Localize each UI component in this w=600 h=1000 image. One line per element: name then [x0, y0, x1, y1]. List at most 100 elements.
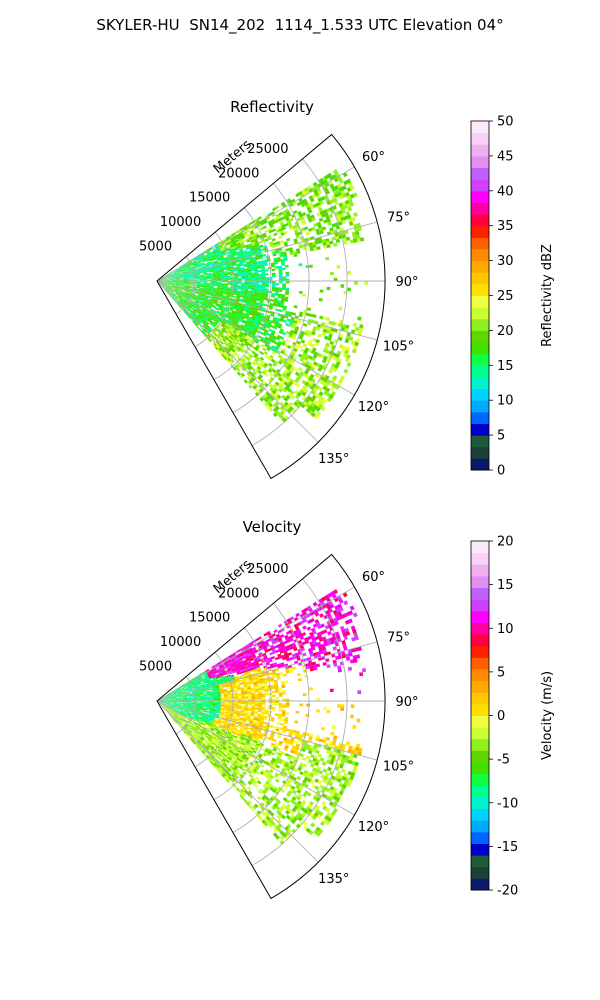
reflectivity-range-ring — [213, 207, 272, 381]
velocity-azimuth-gridline — [156, 700, 355, 816]
velocity-colorbar-tick-label: 0 — [497, 709, 505, 724]
reflectivity-colorbar-segment — [471, 167, 489, 180]
reflectivity-colorbar-segment — [471, 307, 489, 320]
reflectivity-colorbar-segment — [471, 225, 489, 238]
velocity-range-tick-label: 10000 — [160, 635, 201, 650]
velocity-colorbar-segment — [471, 866, 489, 879]
velocity-azimuth-gridline — [156, 641, 378, 702]
reflectivity-colorbar-tick-label: 5 — [497, 429, 505, 444]
reflectivity-colorbar-label: Reflectivity dBZ — [540, 244, 555, 347]
velocity-azimuth-tick-label: 135° — [318, 872, 349, 887]
velocity-azimuth-tick-label: 75° — [387, 630, 410, 645]
reflectivity-colorbar-tick-label: 45 — [497, 149, 514, 164]
reflectivity-colorbar-segment — [471, 342, 489, 355]
reflectivity-colorbar-segment — [471, 272, 489, 285]
velocity-colorbar-segment — [471, 831, 489, 844]
reflectivity-colorbar-segment — [471, 411, 489, 424]
velocity-range-ring — [232, 603, 310, 834]
reflectivity-colorbar-segment — [471, 435, 489, 448]
reflectivity-colorbar-segment — [471, 144, 489, 157]
reflectivity-azimuth-tick-label: 90° — [395, 275, 418, 290]
reflectivity-range-ring — [232, 183, 310, 414]
reflectivity-colorbar-segment — [471, 190, 489, 203]
reflectivity-colorbar-segment — [471, 353, 489, 366]
reflectivity-colorbar-segment — [471, 121, 489, 134]
reflectivity-colorbar-segment — [471, 318, 489, 331]
velocity-colorbar-segment — [471, 680, 489, 693]
velocity-colorbar-segment — [471, 575, 489, 589]
velocity-colorbar-segment — [471, 820, 489, 833]
velocity-colorbar-tick-label: -20 — [497, 884, 518, 899]
reflectivity-range-tick-label: 20000 — [218, 166, 259, 181]
velocity-colorbar-segment — [471, 552, 489, 565]
velocity-colorbar-segment — [471, 657, 489, 670]
reflectivity-range-ring — [194, 231, 234, 348]
velocity-colorbar-segment — [471, 610, 489, 623]
reflectivity-colorbar-segment — [471, 237, 489, 250]
reflectivity-colorbar-segment — [471, 155, 489, 169]
reflectivity-sector-outline — [156, 133, 386, 480]
reflectivity-colorbar-tick-label: 20 — [497, 324, 514, 339]
velocity-colorbar-segment — [471, 634, 489, 647]
velocity-colorbar-segment — [471, 762, 489, 775]
reflectivity-colorbar-segment — [471, 446, 489, 459]
reflectivity-colorbar-tick-label: 15 — [497, 359, 514, 374]
velocity-range-ring — [251, 578, 348, 866]
velocity-colorbar-tick-label: 20 — [497, 535, 514, 550]
velocity-colorbar-segment — [471, 668, 489, 682]
reflectivity-colorbar-segment — [471, 283, 489, 296]
reflectivity-colorbar-tick-label: 25 — [497, 289, 514, 304]
velocity-colorbar-tick-label: -15 — [497, 840, 518, 855]
velocity-range-tick-label: 20000 — [218, 586, 259, 601]
reflectivity-radar-field — [158, 169, 369, 423]
reflectivity-azimuth-tick-label: 105° — [383, 340, 414, 355]
reflectivity-colorbar-segment — [471, 202, 489, 215]
velocity-colorbar-tick-label: -5 — [497, 753, 510, 768]
reflectivity-range-tick-label: 15000 — [189, 191, 230, 206]
velocity-colorbar: -20 -15 -10 -5 0 5 10 15 20 Velocity (m/s) — [470, 535, 555, 899]
reflectivity-colorbar-segment — [471, 400, 489, 413]
reflectivity-range-tick-label: 25000 — [247, 142, 288, 157]
velocity-colorbar-segment — [471, 541, 489, 554]
velocity-azimuth-gridline — [156, 700, 319, 863]
reflectivity-title: Reflectivity — [230, 98, 314, 116]
reflectivity-colorbar-segment — [471, 458, 489, 471]
reflectivity-colorbar-tick-label: 50 — [497, 115, 514, 130]
velocity-colorbar-segment — [471, 773, 489, 786]
reflectivity-azimuth-tick-label: 135° — [318, 452, 349, 467]
velocity-range-tick-label: 15000 — [189, 611, 230, 626]
figure-title: SKYLER-HU SN14_202 1114_1.533 UTC Elevat… — [96, 16, 504, 34]
velocity-colorbar-tick-label: -10 — [497, 796, 518, 811]
velocity-azimuth-tick-label: 60° — [362, 570, 385, 585]
velocity-colorbar-segment — [471, 808, 489, 821]
velocity-colorbar-segment — [471, 727, 489, 740]
velocity-azimuth-tick-label: 120° — [358, 820, 389, 835]
reflectivity-colorbar-segment — [471, 248, 489, 262]
reflectivity-azimuth-tick-label: 120° — [358, 400, 389, 415]
velocity-range-tick-label: 25000 — [247, 562, 288, 577]
reflectivity-colorbar-segment — [471, 214, 489, 227]
velocity-colorbar-segment — [471, 855, 489, 868]
velocity-range-tick-label: 5000 — [139, 660, 172, 675]
velocity-colorbar-tick-label: 5 — [497, 665, 505, 680]
reflectivity-colorbar-segment — [471, 179, 489, 192]
velocity-colorbar-segment — [471, 796, 489, 810]
reflectivity-colorbar: 0 5 10 15 20 25 30 35 40 45 50 Reflectivity dBZ — [470, 115, 555, 479]
reflectivity-range-tick-label: 5000 — [139, 240, 172, 255]
velocity-radar-field — [158, 589, 367, 845]
reflectivity-colorbar-segment — [471, 295, 489, 308]
velocity-colorbar-segment — [471, 843, 489, 856]
reflectivity-colorbar-segment — [471, 260, 489, 273]
reflectivity-colorbar-segment — [471, 365, 489, 378]
velocity-colorbar-segment — [471, 750, 489, 763]
velocity-title: Velocity — [243, 518, 302, 536]
velocity-range-ring — [175, 676, 196, 735]
velocity-colorbar-segment — [471, 692, 489, 705]
reflectivity-azimuth-gridline — [156, 280, 378, 341]
velocity-sector-outline — [156, 553, 386, 900]
reflectivity-azimuth-gridline — [156, 280, 319, 443]
velocity-azimuth-tick-label: 90° — [395, 695, 418, 710]
reflectivity-colorbar-tick-label: 0 — [497, 464, 505, 479]
